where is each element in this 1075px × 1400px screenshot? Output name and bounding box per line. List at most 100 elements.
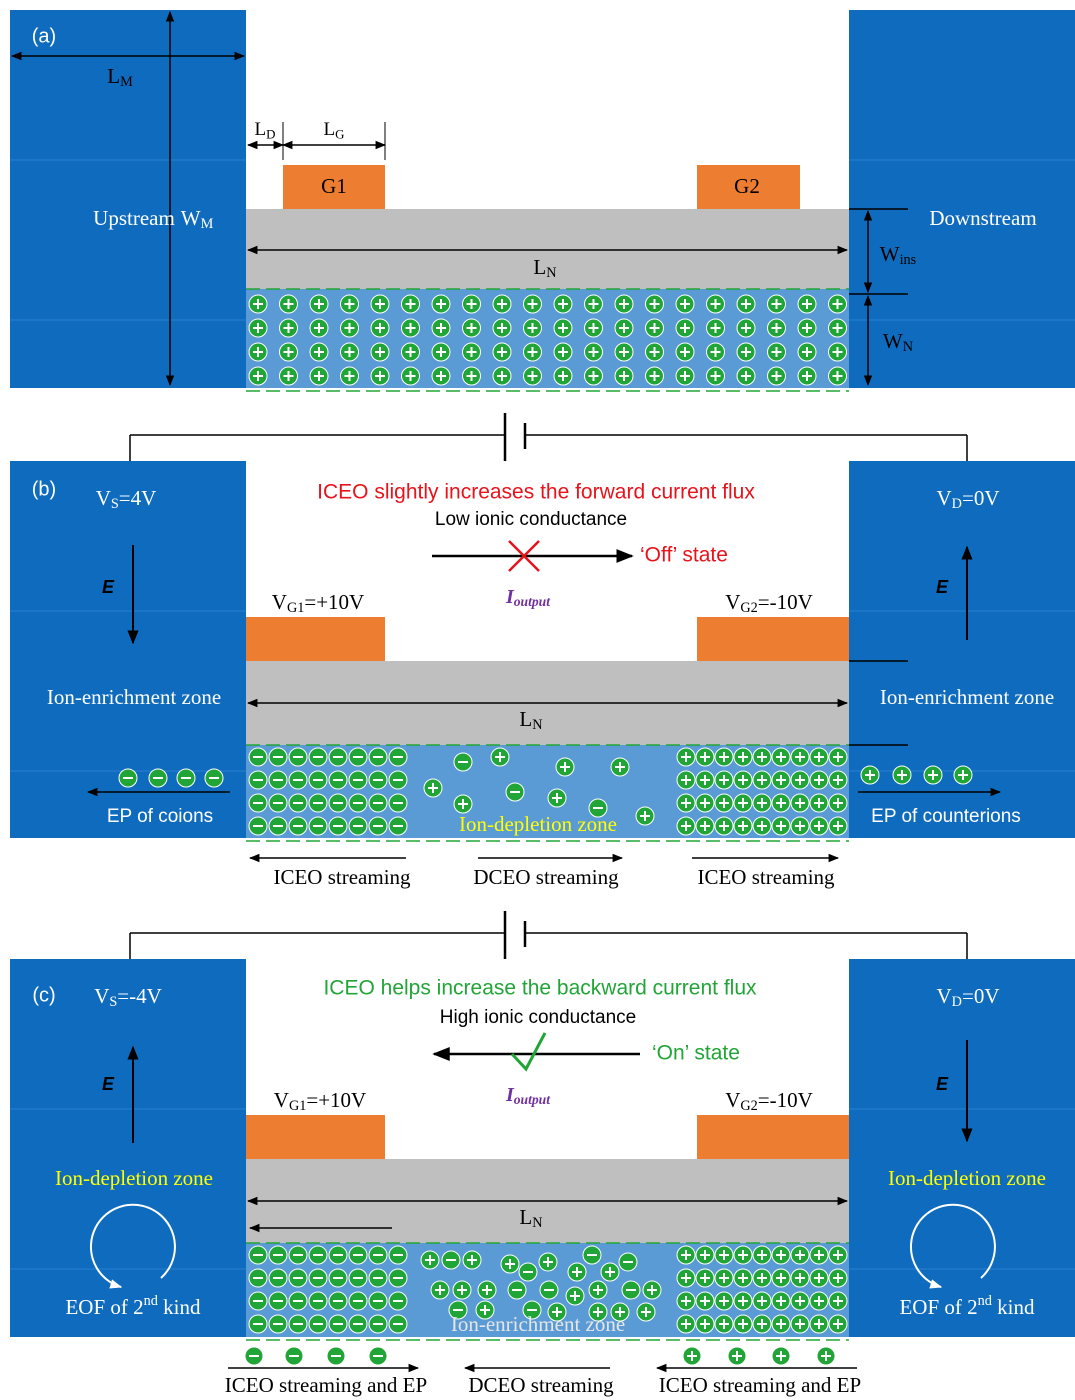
label: E — [936, 1074, 949, 1094]
label: ICEO streaming — [273, 865, 411, 889]
gate — [246, 1115, 385, 1159]
label-part: V — [937, 984, 952, 1008]
label: ICEO slightly increases the forward curr… — [317, 481, 755, 504]
label: Ion-enrichment zone — [451, 1312, 625, 1336]
label-part: L — [533, 255, 546, 279]
label-part: kind — [158, 1295, 201, 1319]
label: DCEO streaming — [473, 865, 619, 889]
label-part: G2 — [740, 1098, 757, 1114]
label-part: V — [725, 1088, 740, 1112]
label-part: D — [952, 496, 962, 512]
label: (a) — [32, 25, 56, 47]
label-part: =-10V — [758, 1088, 813, 1112]
label-part: =-4V — [117, 984, 162, 1008]
label-part: S — [109, 994, 117, 1010]
label-part: L — [255, 119, 267, 140]
label: E — [102, 577, 115, 597]
label: Ion-enrichment zone — [880, 685, 1054, 709]
label-part: kind — [992, 1295, 1035, 1319]
label: VD=0V — [937, 984, 1000, 1011]
label-part: output — [514, 1092, 551, 1107]
label: ICEO streaming — [697, 865, 835, 889]
reservoir-left — [10, 959, 246, 1337]
label-part: W — [880, 242, 900, 266]
label-part: V — [725, 590, 740, 614]
label: VS=4V — [96, 486, 157, 513]
check — [512, 1033, 545, 1069]
label: E — [936, 577, 949, 597]
label: ICEO streaming and EP — [225, 1373, 427, 1397]
label-part: V — [94, 984, 109, 1008]
label-part: V — [272, 590, 287, 614]
label: E — [102, 1074, 115, 1094]
label-part: G — [335, 126, 344, 141]
label-part: EOF of 2 — [65, 1295, 143, 1319]
label-part: =0V — [962, 984, 1000, 1008]
label-part: L — [107, 64, 120, 88]
nanochannel — [246, 289, 849, 388]
label: Low ionic conductance — [435, 509, 627, 530]
label-part: M — [201, 216, 214, 232]
label: Ion-depletion zone — [55, 1166, 213, 1190]
label-part: ins — [900, 252, 917, 268]
label-part: D — [266, 126, 275, 141]
label-part: EOF of 2 — [899, 1295, 977, 1319]
label-part: V — [96, 486, 111, 510]
label: VG1=+10V — [272, 590, 364, 617]
label-part: nd — [978, 1293, 992, 1309]
label-part: M — [120, 74, 133, 90]
label: ICEO streaming and EP — [659, 1373, 861, 1397]
label: Ion-depletion zone — [459, 812, 617, 836]
reservoir-right — [849, 959, 1075, 1337]
label: ICEO helps increase the backward current… — [323, 977, 757, 1000]
label-part: =0V — [962, 486, 1000, 510]
label: Ion-depletion zone — [888, 1166, 1046, 1190]
gate — [697, 1115, 849, 1159]
label: LG — [324, 119, 345, 141]
label: VG2=-10V — [725, 590, 813, 617]
label-part: W — [181, 206, 201, 230]
label: Ioutput — [505, 1084, 551, 1107]
label: VD=0V — [937, 486, 1000, 513]
label-part: =-10V — [758, 590, 813, 614]
label-part: V — [937, 486, 952, 510]
label: High ionic conductance — [440, 1007, 636, 1028]
label-part: G2 — [740, 600, 757, 616]
label-part: =+10V — [304, 590, 364, 614]
label: VG1=+10V — [274, 1088, 366, 1115]
label-part: D — [952, 994, 962, 1010]
label-part: L — [324, 119, 336, 140]
label-part: L — [519, 707, 532, 731]
label: EOF of 2nd kind — [899, 1293, 1035, 1319]
label: Ioutput — [505, 586, 551, 609]
label: ‘On’ state — [652, 1042, 740, 1065]
label: LD — [255, 119, 276, 141]
label: VS=-4V — [94, 984, 162, 1011]
label: Upstream — [93, 206, 175, 230]
label: DCEO streaming — [468, 1373, 614, 1397]
label-part: G1 — [287, 600, 304, 616]
label-part: =4V — [119, 486, 157, 510]
label: G2 — [734, 174, 760, 198]
label: EOF of 2nd kind — [65, 1293, 201, 1319]
label-part: nd — [144, 1293, 158, 1309]
label: EP of counterions — [871, 806, 1021, 827]
label: ‘Off’ state — [640, 544, 728, 567]
gate — [697, 617, 849, 661]
label: (c) — [32, 984, 55, 1006]
label: G1 — [321, 174, 347, 198]
label: Ion-enrichment zone — [47, 685, 221, 709]
label-part: W — [883, 329, 903, 353]
diagram: (a)LMWMUpstreamDownstreamLDLGG1G2LNWinsW… — [0, 0, 1075, 1400]
label-part: V — [274, 1088, 289, 1112]
label: VG2=-10V — [725, 1088, 813, 1115]
label-part: N — [546, 265, 556, 281]
label-part: =+10V — [306, 1088, 366, 1112]
label-part: N — [532, 1215, 542, 1231]
label-part: G1 — [289, 1098, 306, 1114]
label: (b) — [32, 478, 56, 500]
gate — [246, 617, 385, 661]
label-part: N — [532, 717, 542, 733]
label-part: output — [514, 594, 551, 609]
label-part: L — [519, 1205, 532, 1229]
